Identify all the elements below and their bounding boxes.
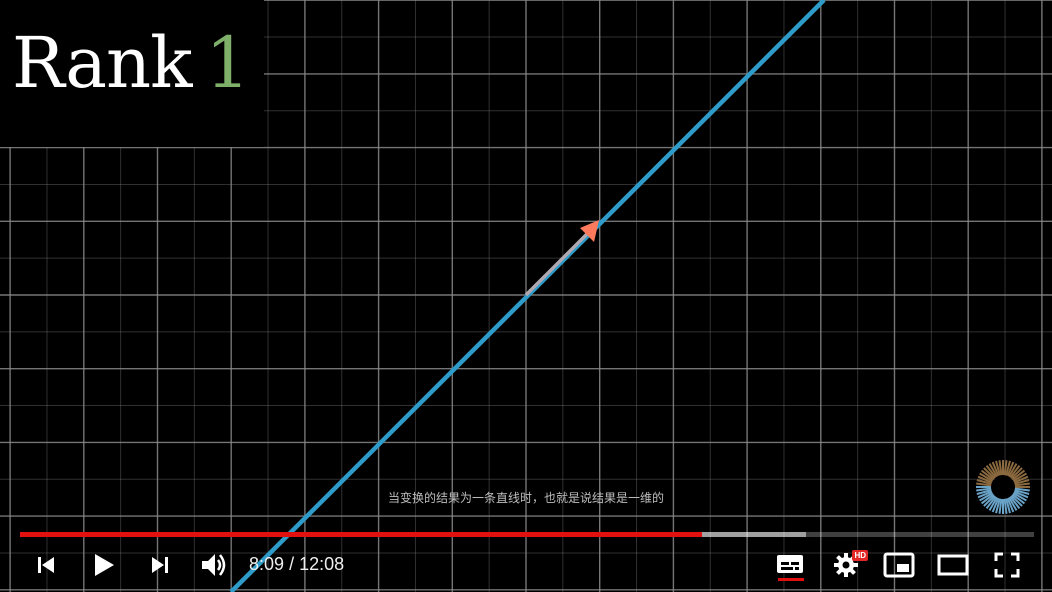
title-panel: Rank 1	[0, 0, 264, 147]
subtitles-icon	[777, 555, 803, 573]
vector-arrowhead	[580, 220, 599, 242]
miniplayer-icon	[883, 552, 915, 578]
fullscreen-button[interactable]	[989, 548, 1025, 582]
time-display: 8:09 / 12:08	[249, 554, 344, 575]
control-bar: 8:09 / 12:08	[0, 542, 1052, 588]
time-separator: /	[289, 554, 295, 574]
mute-button[interactable]	[195, 548, 231, 582]
next-icon	[152, 557, 168, 573]
settings-icon	[834, 553, 858, 577]
subtitles-active-indicator	[778, 578, 804, 581]
rank-number: 1	[205, 22, 251, 104]
previous-button[interactable]	[28, 548, 64, 582]
rank-title: Rank 1	[12, 28, 250, 98]
play-icon	[95, 554, 114, 576]
span-line	[229, 0, 826, 592]
current-time: 8:09	[249, 554, 285, 574]
vector-arrow	[524, 220, 599, 297]
volume-icon	[202, 554, 226, 576]
settings-button[interactable]: HD	[828, 548, 868, 582]
miniplayer-button[interactable]	[881, 548, 917, 582]
progress-bar[interactable]	[20, 532, 1034, 537]
next-button[interactable]	[142, 548, 178, 582]
rank-word: Rank	[12, 22, 193, 104]
theater-mode-button[interactable]	[935, 548, 971, 582]
subtitles-button[interactable]	[772, 548, 808, 582]
duration: 12:08	[299, 554, 345, 574]
channel-logo-icon[interactable]	[975, 459, 1031, 515]
caption-text: 当变换的结果为一条直线时，也就是说结果是一维的	[387, 491, 664, 505]
play-button[interactable]	[85, 548, 121, 582]
theater-icon	[937, 554, 969, 576]
fullscreen-icon	[994, 552, 1020, 578]
previous-icon	[38, 557, 54, 573]
hd-badge: HD	[852, 550, 868, 561]
vector-shaft	[524, 229, 592, 297]
played-fill	[20, 532, 703, 537]
